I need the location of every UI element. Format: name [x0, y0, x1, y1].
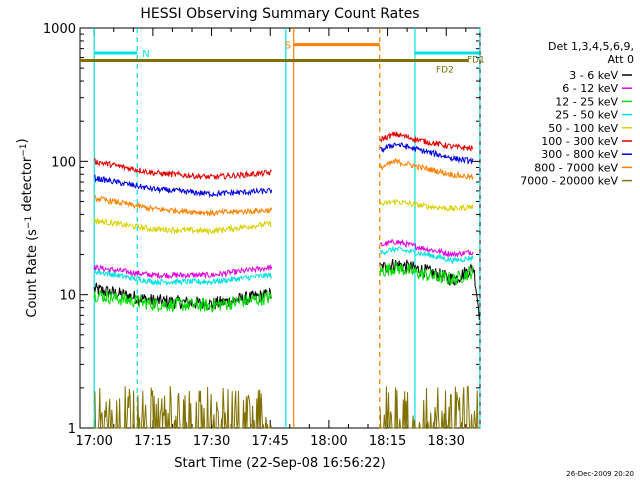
y-tick-label: 100	[51, 155, 76, 170]
x-tick-label: 17:30	[193, 434, 230, 449]
series-line	[94, 385, 480, 429]
legend-label: 7000 - 20000 keV	[520, 175, 618, 188]
series-line	[93, 131, 474, 181]
x-axis-label: Start Time (22-Sep-08 16:56:22)	[174, 456, 385, 471]
series-line	[93, 142, 474, 199]
legend-header-line1: Det 1,3,4,5,6,9,	[548, 40, 634, 53]
y-tick-label: 10	[59, 289, 76, 304]
y-tick-label: 1000	[43, 22, 76, 37]
series-line	[93, 238, 474, 280]
legend-label: 25 - 50 keV	[555, 109, 618, 122]
chart-title: HESSI Observing Summary Count Rates	[140, 6, 419, 22]
x-tick-label: 18:30	[427, 434, 464, 449]
x-tick-label: 17:15	[134, 434, 171, 449]
series-line	[93, 258, 480, 320]
series-line	[93, 198, 474, 236]
series-line	[93, 157, 474, 217]
series-line	[94, 246, 474, 287]
flag-label-FD1: FD1	[467, 56, 485, 66]
flag-label-FD2: FD2	[436, 66, 454, 76]
legend-label: 100 - 300 keV	[541, 135, 618, 148]
y-tick-label: 1	[68, 422, 76, 437]
legend-label: 12 - 25 keV	[555, 95, 618, 108]
x-tick-label: 18:00	[310, 434, 347, 449]
x-tick-label: 18:15	[369, 434, 406, 449]
legend-label: 800 - 7000 keV	[534, 161, 618, 174]
plot-area: 17:00 17:15 17:30 17:45 18:00 18:15 18:30 1 10 10…	[43, 22, 485, 449]
legend-label: 300 - 800 keV	[541, 148, 618, 161]
x-tick-label: 17:45	[251, 434, 288, 449]
series-line	[93, 261, 474, 313]
flag-label-N: N	[142, 49, 149, 60]
legend-header-line2: Att 0	[608, 53, 634, 66]
legend-label: 3 - 6 keV	[569, 69, 618, 82]
footer-timestamp: 26-Dec-2009 20:20	[566, 470, 634, 478]
flag-label-S: S	[285, 41, 291, 52]
legend-label: 50 - 100 keV	[548, 122, 618, 135]
legend-label: 6 - 12 keV	[562, 82, 618, 95]
y-axis-label: Count Rate (s−1 detector−1)	[15, 138, 40, 317]
x-tick-label: 17:00	[75, 434, 112, 449]
